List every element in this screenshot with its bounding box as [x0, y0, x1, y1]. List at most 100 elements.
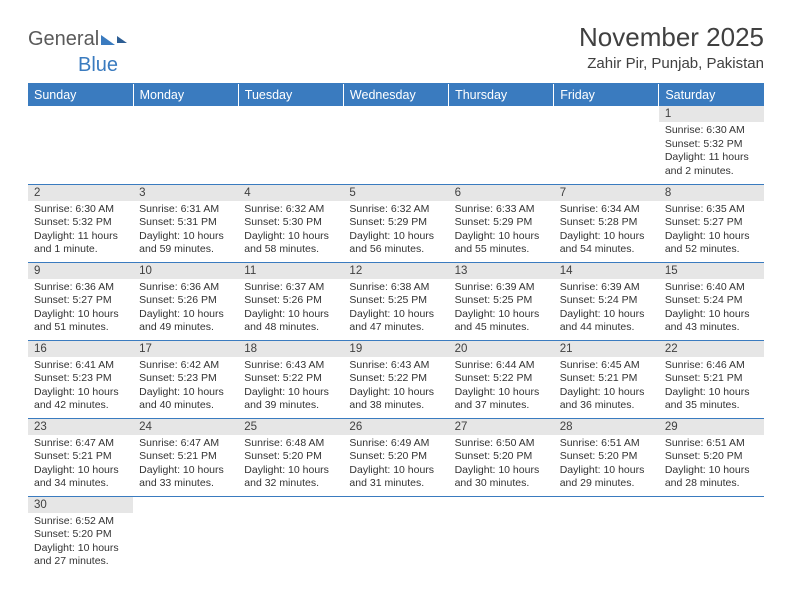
day-number: 16 — [28, 341, 133, 357]
calendar-cell — [554, 106, 659, 184]
calendar-cell: 25Sunrise: 6:48 AMSunset: 5:20 PMDayligh… — [238, 418, 343, 496]
calendar-cell: 13Sunrise: 6:39 AMSunset: 5:25 PMDayligh… — [449, 262, 554, 340]
day-details: Sunrise: 6:51 AMSunset: 5:20 PMDaylight:… — [659, 435, 764, 496]
day-number: 8 — [659, 185, 764, 201]
calendar-cell — [659, 496, 764, 574]
calendar-cell: 8Sunrise: 6:35 AMSunset: 5:27 PMDaylight… — [659, 184, 764, 262]
day-header-row: Sunday Monday Tuesday Wednesday Thursday… — [28, 84, 764, 106]
day-details: Sunrise: 6:31 AMSunset: 5:31 PMDaylight:… — [133, 201, 238, 262]
calendar-cell: 12Sunrise: 6:38 AMSunset: 5:25 PMDayligh… — [343, 262, 448, 340]
calendar-cell: 7Sunrise: 6:34 AMSunset: 5:28 PMDaylight… — [554, 184, 659, 262]
calendar-page: General November 2025 Zahir Pir, Punjab,… — [0, 0, 792, 584]
day-number: 17 — [133, 341, 238, 357]
day-details: Sunrise: 6:49 AMSunset: 5:20 PMDaylight:… — [343, 435, 448, 496]
day-details: Sunrise: 6:44 AMSunset: 5:22 PMDaylight:… — [449, 357, 554, 418]
calendar-cell: 16Sunrise: 6:41 AMSunset: 5:23 PMDayligh… — [28, 340, 133, 418]
day-number: 24 — [133, 419, 238, 435]
day-number: 6 — [449, 185, 554, 201]
calendar-cell — [238, 496, 343, 574]
day-details: Sunrise: 6:43 AMSunset: 5:22 PMDaylight:… — [343, 357, 448, 418]
day-details: Sunrise: 6:30 AMSunset: 5:32 PMDaylight:… — [659, 122, 764, 183]
calendar-cell: 1Sunrise: 6:30 AMSunset: 5:32 PMDaylight… — [659, 106, 764, 184]
calendar-cell: 11Sunrise: 6:37 AMSunset: 5:26 PMDayligh… — [238, 262, 343, 340]
day-number: 14 — [554, 263, 659, 279]
calendar-cell: 24Sunrise: 6:47 AMSunset: 5:21 PMDayligh… — [133, 418, 238, 496]
day-number: 25 — [238, 419, 343, 435]
calendar-cell: 23Sunrise: 6:47 AMSunset: 5:21 PMDayligh… — [28, 418, 133, 496]
day-number: 18 — [238, 341, 343, 357]
day-details: Sunrise: 6:35 AMSunset: 5:27 PMDaylight:… — [659, 201, 764, 262]
day-details: Sunrise: 6:43 AMSunset: 5:22 PMDaylight:… — [238, 357, 343, 418]
calendar-cell: 2Sunrise: 6:30 AMSunset: 5:32 PMDaylight… — [28, 184, 133, 262]
brand-part1: General — [28, 28, 99, 51]
day-details: Sunrise: 6:47 AMSunset: 5:21 PMDaylight:… — [28, 435, 133, 496]
calendar-cell: 10Sunrise: 6:36 AMSunset: 5:26 PMDayligh… — [133, 262, 238, 340]
day-number: 27 — [449, 419, 554, 435]
calendar-cell — [343, 496, 448, 574]
day-number: 30 — [28, 497, 133, 513]
day-number: 10 — [133, 263, 238, 279]
calendar-table: Sunday Monday Tuesday Wednesday Thursday… — [28, 84, 764, 574]
day-details: Sunrise: 6:30 AMSunset: 5:32 PMDaylight:… — [28, 201, 133, 262]
day-details: Sunrise: 6:32 AMSunset: 5:29 PMDaylight:… — [343, 201, 448, 262]
day-number: 19 — [343, 341, 448, 357]
day-details: Sunrise: 6:39 AMSunset: 5:24 PMDaylight:… — [554, 279, 659, 340]
calendar-cell — [554, 496, 659, 574]
calendar-cell: 4Sunrise: 6:32 AMSunset: 5:30 PMDaylight… — [238, 184, 343, 262]
day-details: Sunrise: 6:41 AMSunset: 5:23 PMDaylight:… — [28, 357, 133, 418]
calendar-cell — [449, 496, 554, 574]
day-details: Sunrise: 6:52 AMSunset: 5:20 PMDaylight:… — [28, 513, 133, 574]
calendar-cell — [133, 106, 238, 184]
day-header: Thursday — [449, 84, 554, 106]
day-number: 5 — [343, 185, 448, 201]
calendar-row: 9Sunrise: 6:36 AMSunset: 5:27 PMDaylight… — [28, 262, 764, 340]
flag-icon — [101, 35, 115, 45]
day-details: Sunrise: 6:46 AMSunset: 5:21 PMDaylight:… — [659, 357, 764, 418]
day-number: 2 — [28, 185, 133, 201]
calendar-cell: 3Sunrise: 6:31 AMSunset: 5:31 PMDaylight… — [133, 184, 238, 262]
day-details: Sunrise: 6:38 AMSunset: 5:25 PMDaylight:… — [343, 279, 448, 340]
flag-icon-2 — [117, 36, 127, 43]
calendar-cell: 6Sunrise: 6:33 AMSunset: 5:29 PMDaylight… — [449, 184, 554, 262]
calendar-cell: 9Sunrise: 6:36 AMSunset: 5:27 PMDaylight… — [28, 262, 133, 340]
calendar-cell: 17Sunrise: 6:42 AMSunset: 5:23 PMDayligh… — [133, 340, 238, 418]
calendar-row: 2Sunrise: 6:30 AMSunset: 5:32 PMDaylight… — [28, 184, 764, 262]
day-details: Sunrise: 6:45 AMSunset: 5:21 PMDaylight:… — [554, 357, 659, 418]
day-header: Monday — [133, 84, 238, 106]
calendar-cell: 30Sunrise: 6:52 AMSunset: 5:20 PMDayligh… — [28, 496, 133, 574]
day-number: 28 — [554, 419, 659, 435]
calendar-cell: 5Sunrise: 6:32 AMSunset: 5:29 PMDaylight… — [343, 184, 448, 262]
calendar-cell — [449, 106, 554, 184]
calendar-cell: 26Sunrise: 6:49 AMSunset: 5:20 PMDayligh… — [343, 418, 448, 496]
day-details: Sunrise: 6:51 AMSunset: 5:20 PMDaylight:… — [554, 435, 659, 496]
day-number: 15 — [659, 263, 764, 279]
day-number: 1 — [659, 106, 764, 122]
day-details: Sunrise: 6:33 AMSunset: 5:29 PMDaylight:… — [449, 201, 554, 262]
day-details: Sunrise: 6:34 AMSunset: 5:28 PMDaylight:… — [554, 201, 659, 262]
calendar-cell: 14Sunrise: 6:39 AMSunset: 5:24 PMDayligh… — [554, 262, 659, 340]
calendar-cell — [28, 106, 133, 184]
month-title: November 2025 — [579, 22, 764, 53]
calendar-cell: 27Sunrise: 6:50 AMSunset: 5:20 PMDayligh… — [449, 418, 554, 496]
day-number: 26 — [343, 419, 448, 435]
day-number: 22 — [659, 341, 764, 357]
day-number: 4 — [238, 185, 343, 201]
day-details: Sunrise: 6:50 AMSunset: 5:20 PMDaylight:… — [449, 435, 554, 496]
day-header: Saturday — [659, 84, 764, 106]
day-number: 13 — [449, 263, 554, 279]
calendar-cell: 29Sunrise: 6:51 AMSunset: 5:20 PMDayligh… — [659, 418, 764, 496]
calendar-row: 16Sunrise: 6:41 AMSunset: 5:23 PMDayligh… — [28, 340, 764, 418]
day-number: 20 — [449, 341, 554, 357]
calendar-row: 23Sunrise: 6:47 AMSunset: 5:21 PMDayligh… — [28, 418, 764, 496]
day-details: Sunrise: 6:42 AMSunset: 5:23 PMDaylight:… — [133, 357, 238, 418]
day-details: Sunrise: 6:32 AMSunset: 5:30 PMDaylight:… — [238, 201, 343, 262]
day-header: Wednesday — [343, 84, 448, 106]
day-number: 7 — [554, 185, 659, 201]
day-number: 12 — [343, 263, 448, 279]
day-number: 21 — [554, 341, 659, 357]
calendar-cell: 21Sunrise: 6:45 AMSunset: 5:21 PMDayligh… — [554, 340, 659, 418]
day-details: Sunrise: 6:36 AMSunset: 5:27 PMDaylight:… — [28, 279, 133, 340]
day-number: 11 — [238, 263, 343, 279]
calendar-cell: 15Sunrise: 6:40 AMSunset: 5:24 PMDayligh… — [659, 262, 764, 340]
calendar-cell: 20Sunrise: 6:44 AMSunset: 5:22 PMDayligh… — [449, 340, 554, 418]
